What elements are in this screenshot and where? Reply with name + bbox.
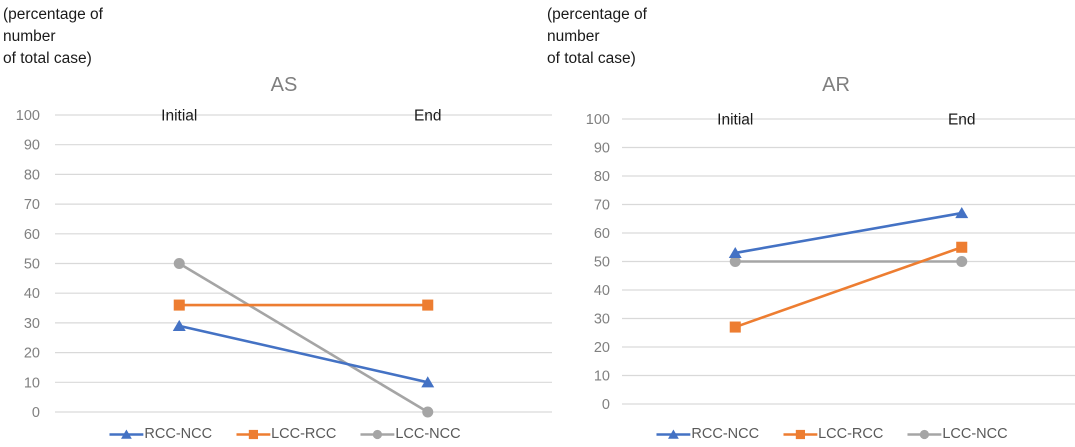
series-line-lcc-rcc bbox=[734, 246, 963, 329]
legend-marker-lcc-rcc bbox=[795, 429, 805, 439]
series-marker-rcc-ncc bbox=[955, 207, 969, 219]
y-tick-label: 80 bbox=[594, 169, 610, 185]
y-tick-label: 10 bbox=[24, 375, 40, 391]
y-tick-label: 30 bbox=[24, 316, 40, 332]
legend-label: LCC-RCC bbox=[818, 426, 884, 442]
category-label-initial: Initial bbox=[161, 108, 197, 125]
legend-label: RCC-NCC bbox=[144, 426, 213, 442]
y-tick-label: 20 bbox=[594, 340, 610, 356]
square-marker-icon bbox=[236, 429, 271, 439]
circle-marker-icon bbox=[907, 429, 942, 439]
series-marker-lcc-ncc bbox=[173, 257, 185, 270]
series-marker-rcc-ncc bbox=[728, 246, 742, 259]
category-label-initial: Initial bbox=[717, 112, 753, 129]
triangle-marker-icon bbox=[109, 429, 144, 439]
y-tick-label: 40 bbox=[594, 283, 610, 299]
series-marker-rcc-ncc bbox=[172, 319, 186, 331]
unit-label-line: (percentage of bbox=[547, 6, 647, 23]
legend-as: RCC-NCC LCC-RCC LCC-NCC bbox=[109, 426, 461, 442]
legend-label: LCC-RCC bbox=[271, 426, 337, 442]
legend-item-lcc-rcc: LCC-RCC bbox=[236, 426, 336, 442]
legend-item-lcc-ncc: LCC-NCC bbox=[360, 426, 461, 442]
legend-marker-rcc-ncc bbox=[668, 429, 679, 439]
chart-title: AS bbox=[270, 74, 298, 96]
y-tick-label: 90 bbox=[594, 141, 610, 157]
y-tick-label: 60 bbox=[24, 227, 40, 243]
unit-label-line: of total case) bbox=[547, 50, 636, 67]
legend-item-lcc-ncc: LCC-NCC bbox=[907, 426, 1008, 442]
y-tick-label: 20 bbox=[24, 346, 40, 362]
category-label-end: End bbox=[414, 108, 442, 125]
unit-label-line: (percentage of bbox=[3, 6, 103, 23]
y-tick-label: 50 bbox=[594, 255, 610, 271]
legend-label: RCC-NCC bbox=[691, 426, 760, 442]
square-marker-icon bbox=[783, 429, 818, 439]
series-marker-lcc-rcc bbox=[956, 241, 968, 253]
unit-label-line: of total case) bbox=[3, 50, 92, 67]
y-tick-label: 70 bbox=[24, 197, 40, 213]
y-tick-label: 40 bbox=[24, 286, 40, 302]
y-tick-label: 50 bbox=[24, 257, 40, 273]
y-tick-label: 10 bbox=[594, 369, 610, 385]
y-tick-label: 90 bbox=[24, 138, 40, 154]
series-marker-lcc-rcc bbox=[173, 299, 185, 311]
y-tick-label: 70 bbox=[594, 198, 610, 214]
legend-marker-lcc-ncc bbox=[919, 429, 929, 439]
unit-label-line: number bbox=[3, 28, 56, 45]
series-marker-lcc-rcc bbox=[422, 299, 434, 311]
legend-item-lcc-rcc: LCC-RCC bbox=[783, 426, 883, 442]
y-axis-unit-label: (percentage of number of total case) bbox=[3, 4, 103, 70]
y-tick-label: 0 bbox=[602, 397, 610, 413]
legend-item-rcc-ncc: RCC-NCC bbox=[109, 426, 212, 442]
legend-label: LCC-NCC bbox=[395, 426, 461, 442]
legend-ar: RCC-NCC LCC-RCC LCC-NCC bbox=[656, 426, 1008, 442]
y-tick-label: 100 bbox=[586, 112, 610, 128]
series-line-rcc-ncc bbox=[735, 211, 962, 255]
series-line-rcc-ncc bbox=[178, 324, 429, 384]
series-marker-rcc-ncc bbox=[421, 376, 435, 388]
series-marker-lcc-ncc bbox=[956, 255, 968, 268]
y-tick-label: 100 bbox=[16, 108, 40, 124]
y-tick-label: 60 bbox=[594, 226, 610, 242]
unit-label-line: number bbox=[547, 28, 600, 45]
legend-item-rcc-ncc: RCC-NCC bbox=[656, 426, 759, 442]
circle-marker-icon bbox=[360, 429, 395, 439]
category-label-end: End bbox=[948, 112, 976, 129]
y-tick-label: 0 bbox=[32, 405, 40, 421]
legend-marker-lcc-ncc bbox=[372, 429, 382, 439]
triangle-marker-icon bbox=[656, 429, 691, 439]
series-line-lcc-ncc bbox=[178, 262, 429, 414]
legend-label: LCC-NCC bbox=[942, 426, 1008, 442]
y-axis-unit-label: (percentage of number of total case) bbox=[547, 4, 647, 70]
series-marker-lcc-ncc bbox=[422, 406, 434, 418]
y-tick-label: 30 bbox=[594, 312, 610, 328]
y-tick-label: 80 bbox=[24, 167, 40, 183]
legend-marker-lcc-rcc bbox=[248, 429, 258, 439]
chart-title: AR bbox=[822, 74, 850, 96]
legend-marker-rcc-ncc bbox=[121, 429, 132, 439]
series-marker-lcc-ncc bbox=[729, 255, 741, 268]
series-marker-lcc-rcc bbox=[729, 321, 741, 333]
